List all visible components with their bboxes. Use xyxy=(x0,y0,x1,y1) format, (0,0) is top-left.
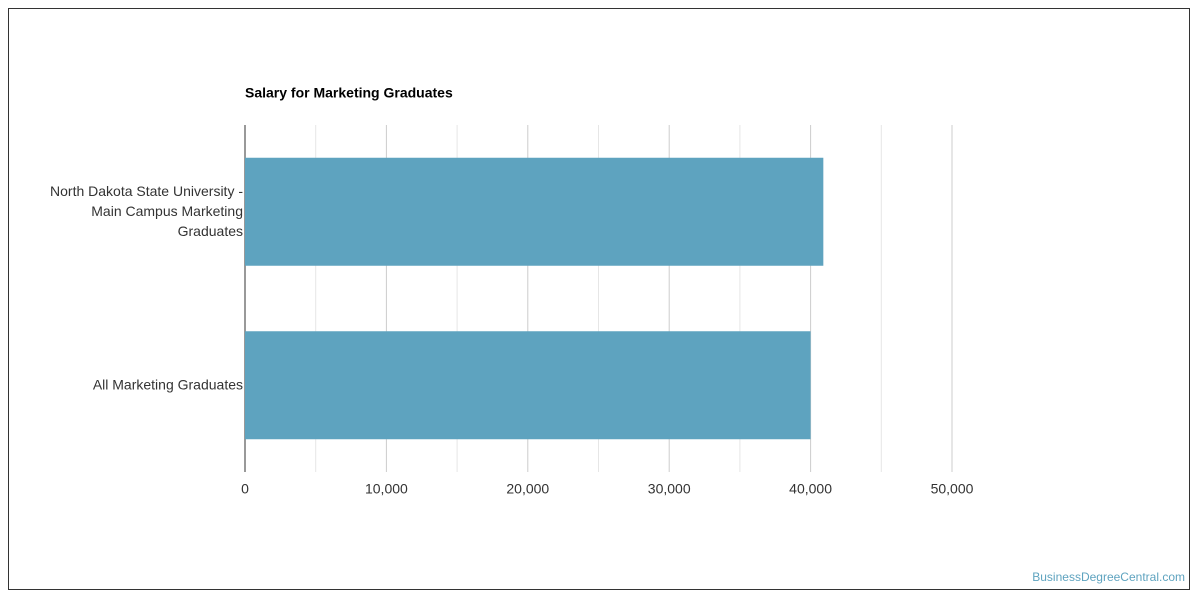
y-tick-label: All Marketing Graduates xyxy=(93,376,243,392)
y-tick-label: North Dakota State University -Main Camp… xyxy=(50,182,243,238)
x-tick-label: 50,000 xyxy=(931,481,974,497)
x-tick-label: 20,000 xyxy=(506,481,549,497)
chart-title: Salary for Marketing Graduates xyxy=(245,85,453,101)
bar xyxy=(245,157,824,266)
x-tick-label: 40,000 xyxy=(789,481,832,497)
x-tick-label: 30,000 xyxy=(648,481,691,497)
x-tick-label: 0 xyxy=(241,481,249,497)
watermark: BusinessDegreeCentral.com xyxy=(1032,570,1185,584)
bar xyxy=(245,331,811,440)
x-tick-label: 10,000 xyxy=(365,481,408,497)
